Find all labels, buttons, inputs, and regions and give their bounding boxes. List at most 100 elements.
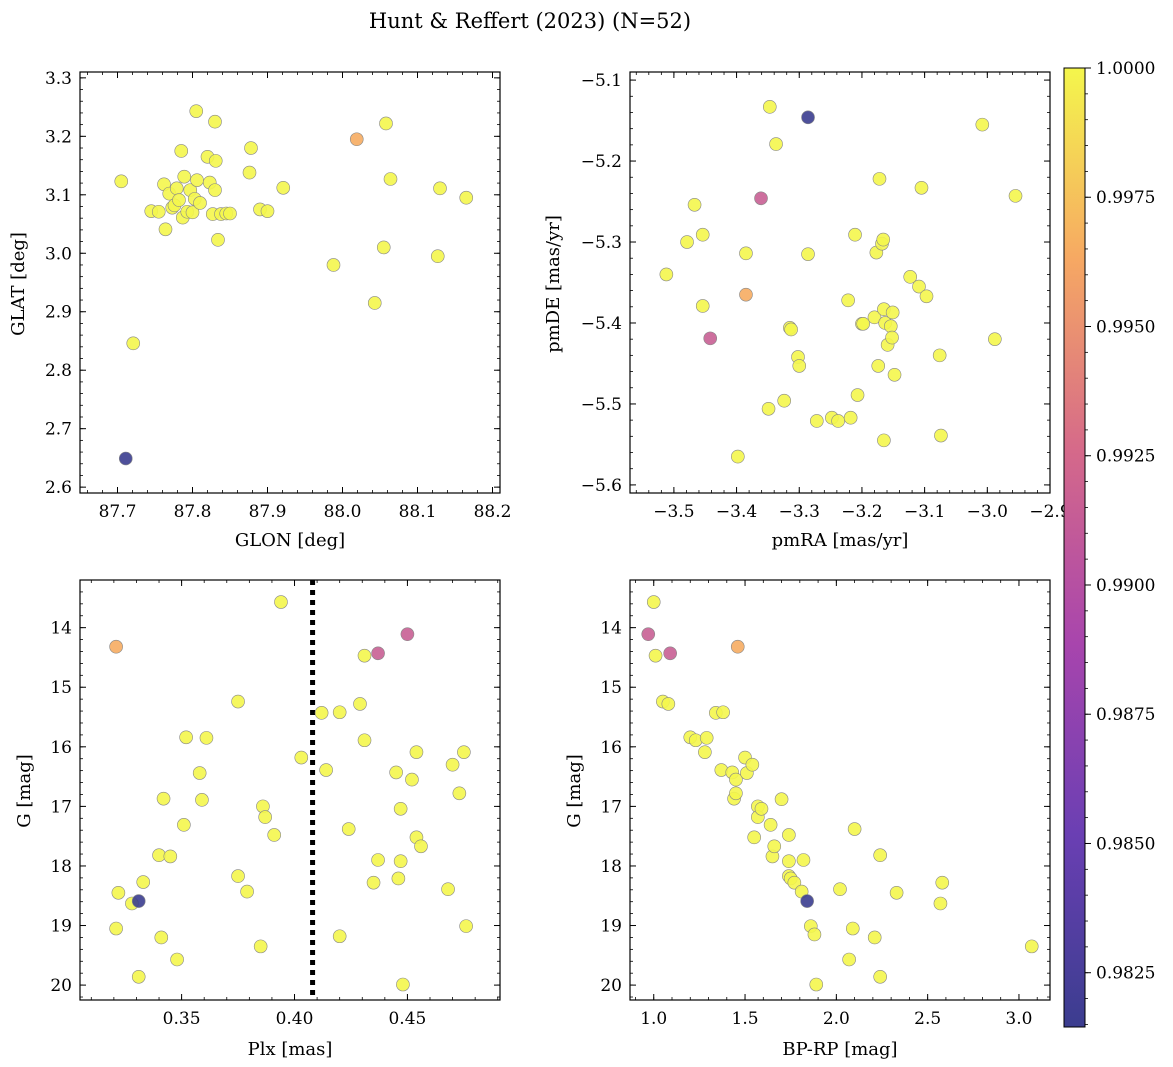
scatter-point [1024,939,1039,954]
scatter-point [126,336,141,351]
scatter-point [754,801,769,816]
scatter-point [730,639,745,654]
colorbar-tick-label: 0.9900 [1096,576,1155,596]
y-tick-label: 16 [50,738,72,758]
scatter-point [371,646,385,661]
scatter-point [379,116,393,131]
scatter-point [433,181,447,196]
y-axis-label: GLAT [deg] [8,232,29,336]
scatter-point [747,830,761,845]
x-tick-label: −2.9 [1029,502,1070,522]
scatter-point [170,952,184,967]
scatter-point [887,367,902,382]
y-tick-label: 17 [50,797,72,817]
scatter-point [883,319,898,334]
scatter-point [663,646,677,661]
x-axis-label: GLON [deg] [235,530,345,551]
scatter-point [641,627,656,642]
x-tick-label: 87.9 [249,502,287,522]
scatter-point [731,449,745,464]
scatter-point [357,733,372,748]
scatter-point [276,180,291,195]
scatter-point [332,929,347,944]
y-tick-label: 19 [50,917,72,937]
scatter-point [867,930,882,945]
y-tick-label: −5.6 [581,476,622,496]
scatter-point [400,627,415,642]
scatter-point [762,100,777,114]
scatter-point [459,919,473,933]
x-tick-label: 1.0 [640,1009,667,1029]
scatter-point [258,810,272,824]
scatter-point [274,595,288,609]
colorbar-tick-label: 0.9975 [1096,188,1155,208]
x-tick-label: 87.7 [99,502,137,522]
scatter-point [192,766,207,780]
y-axis-label: G [mag] [564,754,585,827]
scatter-point [761,401,776,416]
y-tick-label: 3.0 [45,244,72,264]
scatter-point [801,110,815,125]
scatter-point [745,757,760,772]
scatter-point [842,952,856,967]
scatter-point [1008,189,1023,203]
scatter-point [850,388,865,402]
scatter-point [767,839,782,854]
y-tick-label: 14 [600,619,622,639]
scatter-point [876,232,891,247]
scatter-point [414,839,428,854]
scatter-point [659,267,674,282]
scatter-point [430,249,445,263]
scatter-point [452,786,467,801]
scatter-point [914,180,929,195]
scatter-point [699,731,714,745]
colorbar-gradient [1063,67,1086,1028]
x-tick-label: 0.45 [388,1009,426,1029]
scatter-point [131,894,146,908]
y-tick-label: 2.8 [45,361,72,381]
scatter-point [903,270,918,284]
x-tick-label: 1.5 [732,1009,759,1029]
scatter-point [172,193,186,207]
scatter-point [199,731,214,745]
colorbar-tick-label: 0.9925 [1096,447,1155,467]
x-tick-label: −3.3 [779,502,820,522]
scatter-point [459,190,474,205]
scatter-point [801,247,815,261]
x-tick-label: 2.0 [823,1009,850,1029]
scatter-point [988,332,1002,346]
scatter-point [872,172,887,186]
scatter-point [935,875,950,890]
y-tick-label: 3.1 [45,186,72,206]
plot-frame [79,579,501,1001]
colorbar-tick-label: 0.9850 [1096,834,1155,854]
x-tick-label: −3.1 [904,502,945,522]
scatter-point [841,293,855,308]
scatter-point [244,141,258,155]
scatter-point [158,222,173,237]
scatter-point [769,137,783,151]
x-tick-label: 88.2 [474,502,512,522]
scatter-point [698,745,712,759]
colorbar-tick-label: 0.9825 [1096,964,1155,984]
y-tick-label: 18 [50,857,72,877]
scatter-point [787,875,802,890]
scatter-point [114,174,129,189]
scatter-point [867,310,882,325]
y-tick-label: −5.4 [581,314,622,334]
scatter-point [810,414,824,428]
scatter-point [871,359,886,373]
scatter-point [376,240,391,255]
scatter-point [873,969,887,984]
scatter-point [441,882,455,896]
x-tick-label: 0.40 [276,1009,314,1029]
scatter-point [445,757,460,772]
scatter-points [109,595,473,992]
x-tick-label: 88.1 [399,502,437,522]
x-tick-label: −3.4 [716,502,757,522]
y-axis-label: G [mag] [14,754,35,827]
x-tick-label: 87.8 [174,502,212,522]
scatter-point [739,246,753,261]
scatter-point [136,875,151,889]
